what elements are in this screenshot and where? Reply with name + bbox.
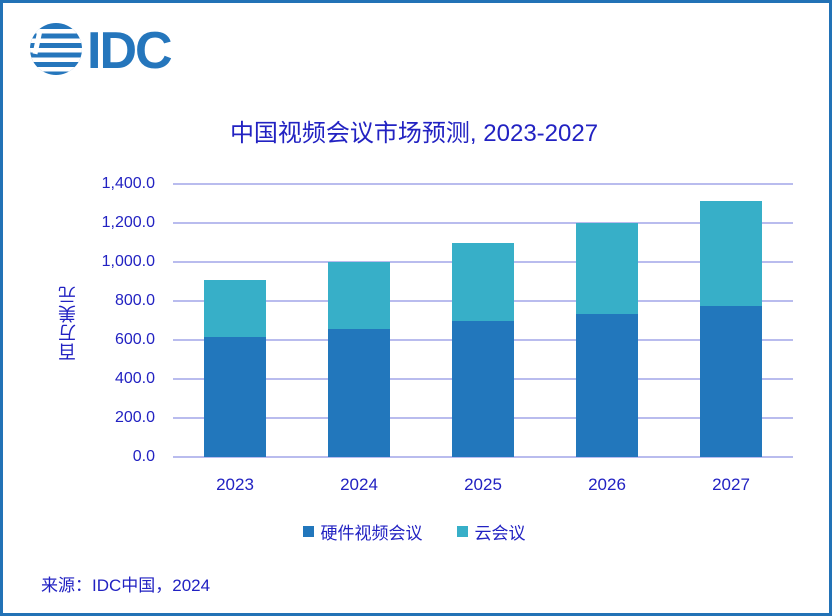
legend-label: 硬件视频会议 bbox=[320, 524, 423, 543]
bar-segment-2027-series0 bbox=[700, 305, 762, 457]
bar-segment-2023-series1 bbox=[204, 279, 266, 338]
y-tick-label: 400.0 bbox=[114, 370, 155, 387]
plot-area bbox=[173, 183, 793, 458]
bar-segment-2025-series1 bbox=[452, 243, 514, 321]
source-note: 来源：IDC中国，2024 bbox=[41, 576, 211, 595]
x-tick-label: 2024 bbox=[340, 475, 378, 494]
legend-item-series1: 云会议 bbox=[456, 519, 526, 544]
y-tick-label: 1,200.0 bbox=[101, 214, 155, 231]
bar-segment-2026-series0 bbox=[576, 313, 638, 457]
gridline bbox=[173, 183, 793, 185]
chart-title: 中国视频会议市场预测, 2023-2027 bbox=[229, 120, 599, 147]
y-tick-label: 600.0 bbox=[114, 331, 155, 348]
legend: 硬件视频会议 云会议 bbox=[33, 519, 795, 544]
x-tick-label: 2023 bbox=[216, 475, 254, 494]
x-tick-label: 2026 bbox=[588, 475, 626, 494]
bar-group-2026 bbox=[576, 223, 638, 457]
legend-label: 云会议 bbox=[474, 524, 526, 543]
bar-segment-2024-series1 bbox=[328, 262, 390, 330]
y-tick-label: 0.0 bbox=[132, 448, 155, 465]
x-axis-labels: 2023 2024 2025 2026 2027 bbox=[173, 475, 793, 495]
legend-item-series0: 硬件视频会议 bbox=[302, 519, 423, 544]
y-tick-label: 800.0 bbox=[114, 292, 155, 309]
bar-group-2024 bbox=[328, 262, 390, 457]
y-tick-label: 200.0 bbox=[114, 409, 155, 426]
bar-segment-2023-series0 bbox=[204, 337, 266, 457]
gridline bbox=[173, 222, 793, 224]
y-axis-tick-labels: 1,400.0 1,200.0 1,000.0 800.0 600.0 400.0 200.… bbox=[63, 175, 155, 465]
y-tick-label: 1,000.0 bbox=[101, 253, 155, 270]
bar-group-2023 bbox=[204, 279, 266, 457]
idc-logo-text: IDC bbox=[87, 22, 172, 77]
gridline bbox=[173, 456, 793, 458]
bar-segment-2026-series1 bbox=[576, 223, 638, 314]
idc-globe-icon: IDC bbox=[30, 22, 174, 80]
legend-swatch-icon bbox=[302, 526, 314, 537]
bar-segment-2024-series0 bbox=[328, 329, 390, 457]
y-tick-label: 1,400.0 bbox=[101, 175, 155, 192]
bar-segment-2025-series0 bbox=[452, 320, 514, 457]
x-tick-label: 2025 bbox=[464, 475, 502, 494]
bar-group-2027 bbox=[700, 200, 762, 457]
bar-segment-2027-series1 bbox=[700, 200, 762, 306]
idc-logo: IDC bbox=[29, 21, 181, 82]
x-tick-label: 2027 bbox=[712, 475, 750, 494]
bar-group-2025 bbox=[452, 243, 514, 457]
legend-swatch-icon bbox=[456, 526, 468, 537]
